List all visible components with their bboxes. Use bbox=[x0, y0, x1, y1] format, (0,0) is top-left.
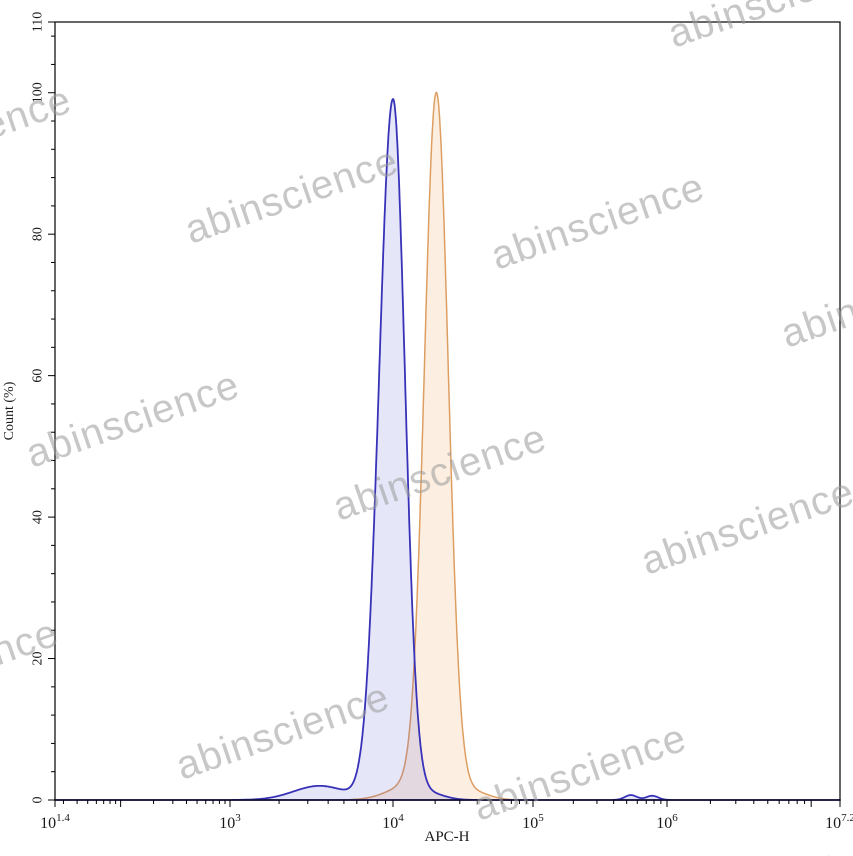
y-tick-label: 0 bbox=[31, 797, 46, 804]
x-tick-label: 107.2 bbox=[825, 812, 853, 832]
y-tick-label: 20 bbox=[31, 652, 46, 666]
x-tick-label: 106 bbox=[656, 812, 678, 832]
histogram-curve-orange bbox=[54, 91, 841, 801]
y-axis-title: Count (%) bbox=[2, 381, 17, 440]
x-tick-label: 105 bbox=[522, 812, 544, 832]
y-tick-label: 100 bbox=[31, 82, 46, 103]
y-tick-label: 110 bbox=[31, 12, 46, 32]
series-layer bbox=[54, 91, 841, 801]
x-tick-label: 101.4 bbox=[40, 812, 70, 832]
x-tick-label: 103 bbox=[219, 812, 241, 832]
y-tick-label: 40 bbox=[31, 510, 46, 524]
x-axis-ticks: 101.4 103 104 105 106 107.2 bbox=[40, 800, 853, 832]
y-tick-label: 60 bbox=[31, 369, 46, 383]
x-axis-title: APC-H bbox=[424, 829, 469, 845]
y-axis-ticks: 0 20 40 60 80 100 110 bbox=[31, 12, 55, 804]
y-tick-label: 80 bbox=[31, 227, 46, 241]
plot-border bbox=[54, 21, 841, 801]
x-tick-label: 104 bbox=[382, 812, 404, 832]
